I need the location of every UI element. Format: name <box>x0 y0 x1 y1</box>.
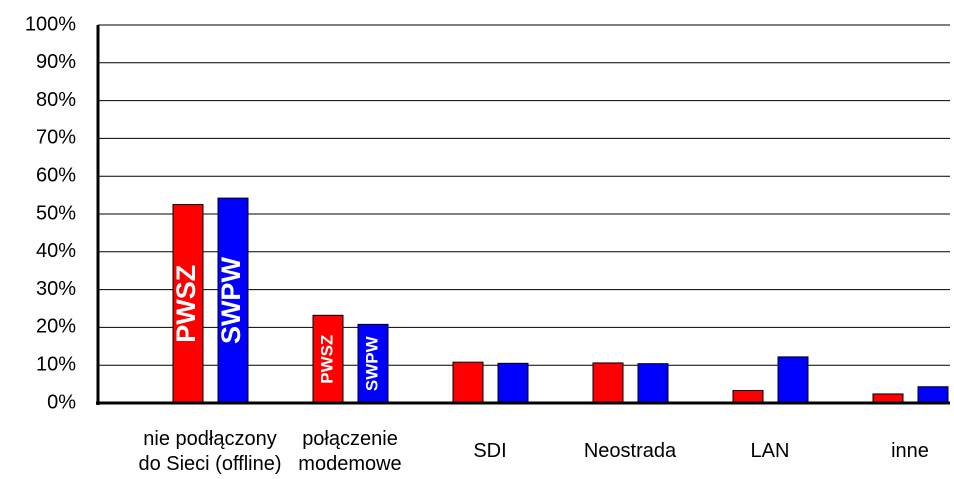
bar <box>732 390 764 404</box>
y-tick-label: 10% <box>36 353 76 375</box>
bar-series-label: PWSZ <box>317 335 336 384</box>
bar <box>592 362 624 404</box>
x-tick-line: inne <box>891 440 929 462</box>
bar <box>217 197 249 404</box>
y-tick-label: 60% <box>36 164 76 186</box>
x-tick-line: LAN <box>751 440 790 462</box>
bar <box>452 361 484 404</box>
y-tick-label: 90% <box>36 51 76 73</box>
y-tick-label: 20% <box>36 316 76 338</box>
x-tick-label: nie podłączony do Sieci (offline) <box>138 428 281 475</box>
x-tick-label: inne <box>891 440 929 462</box>
x-tick-line: modemowe <box>298 453 401 475</box>
x-tick-line: SDI <box>473 440 506 462</box>
y-tick-label: 40% <box>36 240 76 262</box>
bar <box>637 363 669 404</box>
y-tick-label: 0% <box>47 391 76 413</box>
bar <box>917 386 949 404</box>
bar <box>357 323 389 404</box>
x-tick-label: SDI <box>473 440 506 462</box>
x-tick-line: Neostrada <box>584 440 677 462</box>
x-tick-line: nie podłączony <box>143 428 276 450</box>
y-tick-label: 80% <box>36 89 76 111</box>
x-tick-label: Neostrada <box>584 440 677 462</box>
bar <box>497 362 529 404</box>
y-tick-label: 100% <box>25 13 76 35</box>
y-tick-label: 30% <box>36 278 76 300</box>
y-tick-label: 50% <box>36 202 76 224</box>
bar <box>777 356 809 404</box>
x-tick-line: połączenie <box>302 428 398 450</box>
bar-series-label: PWSZ <box>171 265 201 343</box>
bar-series-label: SWPW <box>362 335 381 391</box>
bar <box>172 204 204 404</box>
bar <box>312 314 344 404</box>
y-tick-label: 70% <box>36 127 76 149</box>
x-tick-label: LAN <box>751 440 790 462</box>
x-tick-line: do Sieci (offline) <box>138 453 281 475</box>
bar-series-label: SWPW <box>216 257 246 345</box>
x-tick-label: połączenie modemowe <box>298 428 401 475</box>
